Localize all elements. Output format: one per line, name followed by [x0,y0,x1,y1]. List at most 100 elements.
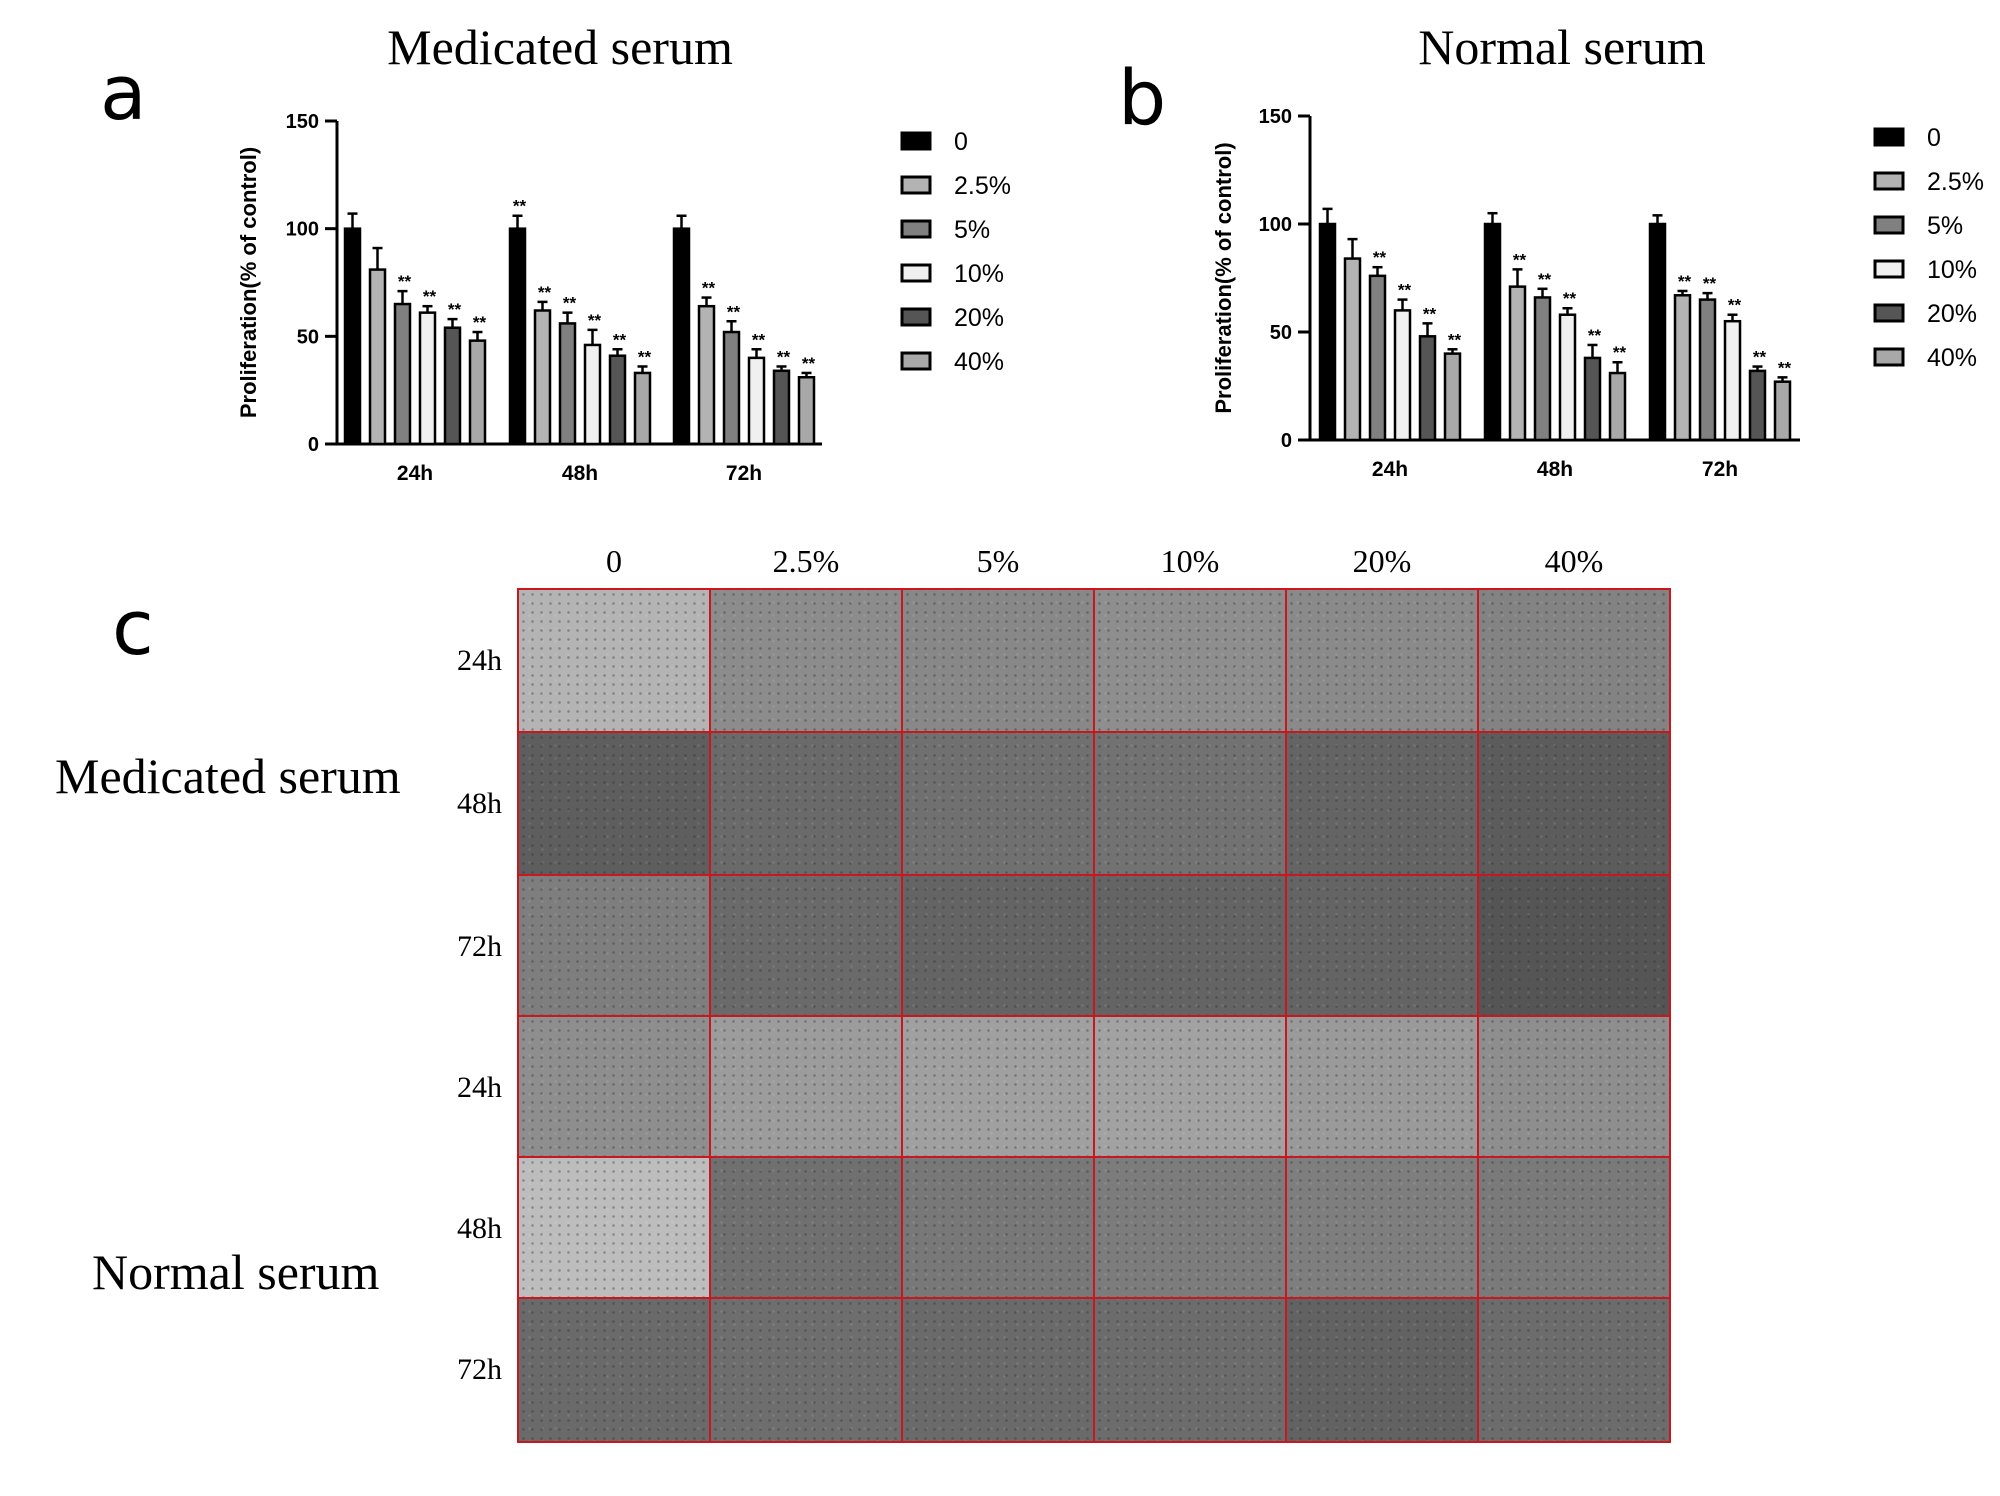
micrograph-cell [1285,1156,1479,1302]
micrograph-cell [1477,588,1671,734]
legend-swatch [900,307,932,327]
micrograph-cell [517,588,711,734]
bar [1673,294,1692,442]
column-label: 40% [1544,543,1604,579]
legend-label: 5% [1927,212,1963,240]
column-label: 2.5% [772,543,840,579]
legend-swatch [1873,303,1905,323]
significance-label: ** [1538,270,1552,289]
y-tick-label: 0 [1281,430,1292,452]
micrograph-cell [1285,731,1479,877]
legend-swatch [1873,259,1905,279]
micrograph-cell [517,1015,711,1161]
legend-swatch [1873,347,1905,367]
bar [1508,285,1527,442]
legend-label: 10% [1927,256,1977,284]
significance-label: ** [1613,343,1627,362]
significance-label: ** [1373,248,1387,267]
micrograph-cell [517,731,711,877]
significance-label: ** [1703,274,1717,293]
significance-label: ** [588,311,602,330]
legend-label: 0 [1927,124,1941,152]
bar [1723,319,1742,442]
bar [1343,257,1362,442]
bar [1773,380,1792,442]
y-axis-label: Proliferation(% of control) [236,147,261,418]
group-label-normal: Normal serum [92,1244,380,1300]
significance-label: ** [613,330,627,349]
legend-label: 20% [1927,300,1977,328]
micrograph-cell [1285,1297,1479,1443]
chart-b: 0 50 100 150 Proliferation(% of control) ** **… [1211,106,1984,481]
bar [1393,309,1412,442]
y-tick-label: 150 [1259,106,1292,128]
bar [1483,222,1502,442]
micrograph-cell [709,588,903,734]
micrograph-cell [901,874,1095,1020]
bar [1608,371,1627,442]
significance-label: ** [473,313,487,332]
significance-label: ** [563,294,577,313]
bar [1583,356,1602,442]
micrograph-cell [901,1297,1095,1443]
legend-swatch [1873,215,1905,235]
micrograph-cell [709,1156,903,1302]
panel-label-a: a [100,48,147,137]
micrograph-cell [901,1015,1095,1161]
significance-label: ** [1423,304,1437,323]
significance-label: ** [1753,348,1767,367]
legend-label: 10% [954,260,1004,288]
micrograph-cell [1093,588,1287,734]
bar [1533,296,1552,442]
column-label: 20% [1352,543,1412,579]
bar [1748,369,1767,442]
panel-label-b: b [1118,53,1167,142]
significance-label: ** [777,347,791,366]
y-axis-label: Proliferation(% of control) [1211,142,1236,413]
significance-label: ** [398,272,412,291]
y-tick-label: 50 [1270,322,1292,344]
micrograph-cell [901,731,1095,877]
micrograph-cell [1477,731,1671,877]
bar [1698,298,1717,442]
significance-label: ** [638,347,652,366]
bar [1418,335,1437,442]
micrograph-cell [709,731,903,877]
row-label: 24h [457,644,502,677]
legend-swatch [1873,127,1905,147]
micrograph-cell [709,1015,903,1161]
bar [1318,222,1337,442]
y-tick-label: 0 [308,434,319,456]
significance-label: ** [1728,296,1742,315]
legend-label: 2.5% [1927,168,1984,196]
micrograph-cell [1477,1297,1671,1443]
significance-label: ** [702,279,716,298]
micrograph-cell [517,1297,711,1443]
legend-label: 0 [954,128,968,156]
significance-label: ** [513,197,527,216]
micrograph-cell [1093,731,1287,877]
significance-label: ** [1678,272,1692,291]
bar [1443,352,1462,442]
bar [1648,222,1667,442]
y-tick-label: 150 [286,111,319,133]
micrograph-cell [709,1297,903,1443]
micrograph-cell [1285,1015,1479,1161]
legend-swatch [900,351,932,371]
significance-label: ** [1513,250,1527,269]
y-tick-label: 100 [286,219,319,241]
significance-label: ** [1563,289,1577,308]
legend-label: 40% [954,348,1004,376]
chart-a: 0 50 100 150 Proliferation(% of control) ** **… [236,111,1011,485]
x-tick-label: 24h [1372,458,1408,481]
micrograph-cell [1477,874,1671,1020]
y-tick-label: 100 [1259,214,1292,236]
legend-label: 5% [954,216,990,244]
significance-label: ** [752,330,766,349]
row-label: 24h [457,1071,502,1104]
chart-b-title: Normal serum [1418,19,1706,75]
row-label: 72h [457,1353,502,1386]
micrograph-cell [1093,1156,1287,1302]
legend-swatch [900,175,932,195]
column-label: 10% [1160,543,1220,579]
